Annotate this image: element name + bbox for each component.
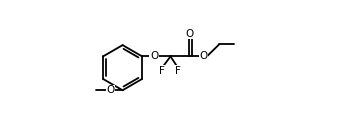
- Text: F: F: [159, 66, 165, 76]
- Text: O: O: [200, 51, 208, 61]
- Text: O: O: [150, 51, 158, 61]
- Text: F: F: [175, 66, 181, 76]
- Text: O: O: [107, 85, 115, 95]
- Text: O: O: [185, 29, 193, 39]
